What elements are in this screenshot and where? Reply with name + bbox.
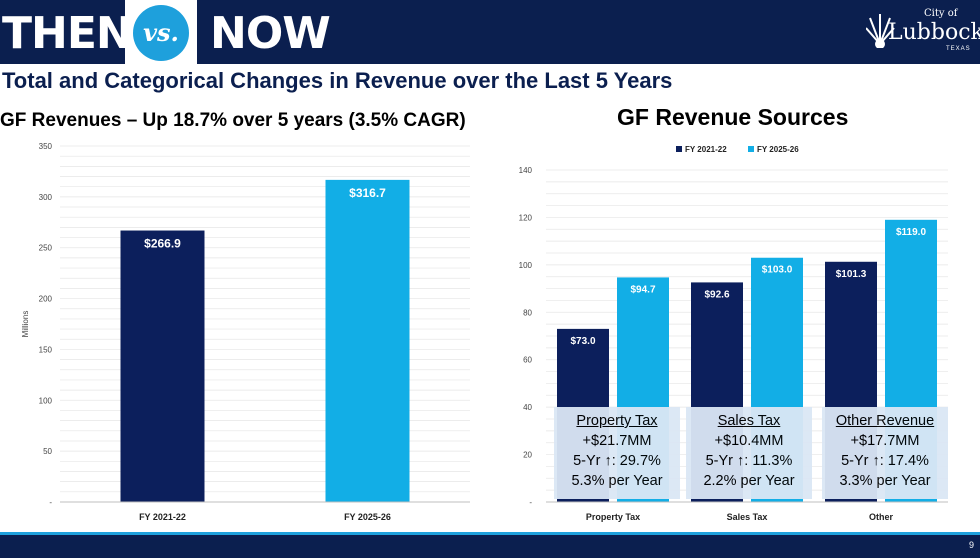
vs-text: vs. xyxy=(133,5,189,61)
y-tick-label: 60 xyxy=(523,356,532,365)
x-tick-label: Other xyxy=(869,512,894,522)
logo-city-name: Lubbock xyxy=(888,20,980,45)
y-tick-label: 200 xyxy=(39,295,53,304)
callout-5yr-growth: 5-Yr ↑: 17.4% xyxy=(841,453,929,469)
callout-title: Sales Tax xyxy=(717,413,781,429)
header-now-text: NOW xyxy=(210,8,331,59)
y-tick-label: 100 xyxy=(39,396,53,405)
y-tick-label: 120 xyxy=(519,213,533,222)
y-tick-label: 250 xyxy=(39,244,53,253)
callout-title: Property Tax xyxy=(576,413,658,429)
sun-logo-icon xyxy=(866,14,895,48)
logo-city-of: City of xyxy=(924,8,958,19)
callout-change: +$17.7MM xyxy=(850,433,920,449)
logo-state: TEXAS xyxy=(946,46,971,52)
callout-annual-growth: 5.3% per Year xyxy=(571,473,663,489)
y-axis-label: Millions xyxy=(21,311,30,338)
legend-swatch xyxy=(748,146,754,152)
bar-value-label: $103.0 xyxy=(762,265,793,276)
callout-other-revenue: Other Revenue +$17.7MM 5-Yr ↑: 17.4% 3.3… xyxy=(822,407,948,499)
callout-change: +$21.7MM xyxy=(582,433,652,449)
bar-value-label: $101.3 xyxy=(836,269,867,280)
y-tick-label: - xyxy=(49,498,52,507)
right-chart-title: GF Revenue Sources xyxy=(617,104,849,130)
callout-5yr-growth: 5-Yr ↑: 11.3% xyxy=(705,453,793,469)
bar xyxy=(325,179,410,502)
callout-property-tax: Property Tax +$21.7MM 5-Yr ↑: 29.7% 5.3%… xyxy=(554,407,680,499)
legend-label: FY 2025-26 xyxy=(757,145,799,154)
header-bar: THEN vs. NOW City of Lubbock TEXAS xyxy=(0,0,980,64)
bar xyxy=(120,230,205,502)
bar-value-label: $316.7 xyxy=(349,186,386,200)
x-tick-label: Property Tax xyxy=(586,512,640,522)
bar-value-label: $92.6 xyxy=(704,289,729,300)
gf-revenues-chart: - 50 100 150 200 250 300 350 Millions $266.9 FY 20… xyxy=(21,142,470,522)
page-title: Total and Categorical Changes in Revenue… xyxy=(2,68,673,93)
y-tick-label: 140 xyxy=(519,166,533,175)
x-tick-label: FY 2025-26 xyxy=(344,512,391,522)
left-chart-title: GF Revenues – Up 18.7% over 5 years (3.5… xyxy=(0,110,466,131)
city-logo: City of Lubbock TEXAS xyxy=(866,4,980,60)
x-tick-label: Sales Tax xyxy=(727,512,768,522)
y-tick-label: 350 xyxy=(39,142,53,151)
y-tick-label: 300 xyxy=(39,193,53,202)
x-tick-label: FY 2021-22 xyxy=(139,512,186,522)
y-tick-label: - xyxy=(529,498,532,507)
y-tick-label: 20 xyxy=(523,451,532,460)
legend-label: FY 2021-22 xyxy=(685,145,727,154)
callout-sales-tax: Sales Tax +$10.4MM 5-Yr ↑: 11.3% 2.2% pe… xyxy=(686,407,812,499)
footer-accent-line xyxy=(0,532,980,535)
y-tick-label: 40 xyxy=(523,403,532,412)
callout-annual-growth: 2.2% per Year xyxy=(703,473,795,489)
y-tick-label: 80 xyxy=(523,308,532,317)
callout-change: +$10.4MM xyxy=(714,433,784,449)
bar-value-label: $73.0 xyxy=(570,336,595,347)
bar-value-label: $94.7 xyxy=(630,284,655,295)
page-number: 9 xyxy=(968,540,974,550)
header-then-text: THEN xyxy=(2,8,133,59)
callout-annual-growth: 3.3% per Year xyxy=(839,473,931,489)
y-tick-label: 100 xyxy=(519,261,533,270)
bar-value-label: $119.0 xyxy=(896,227,926,238)
y-tick-label: 50 xyxy=(43,447,52,456)
footer-bar: 9 xyxy=(0,532,980,558)
callout-5yr-growth: 5-Yr ↑: 29.7% xyxy=(573,453,661,469)
bar-value-label: $266.9 xyxy=(144,237,181,251)
vs-badge: vs. xyxy=(125,0,197,64)
legend-swatch xyxy=(676,146,682,152)
callout-title: Other Revenue xyxy=(835,413,935,429)
y-tick-label: 150 xyxy=(39,345,53,354)
